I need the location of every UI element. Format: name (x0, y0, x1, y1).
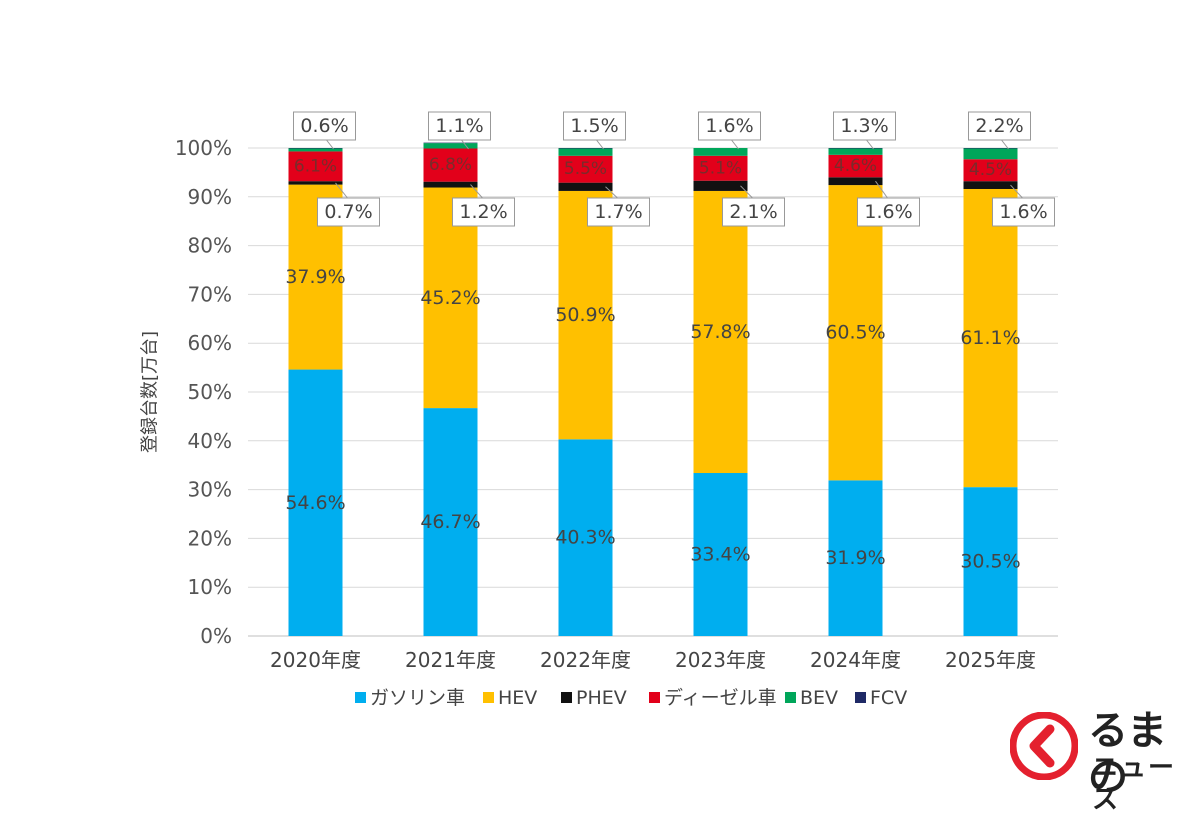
data-label: 1.3% (840, 115, 888, 137)
kuruma-news-logo: るまの ニュース (1010, 706, 1190, 796)
legend-swatch (649, 692, 660, 703)
bar-segment (559, 148, 613, 155)
data-label: 1.7% (594, 201, 642, 223)
data-label: 50.9% (555, 304, 615, 326)
data-label: 0.6% (300, 115, 348, 137)
bar-segment (964, 148, 1018, 159)
y-tick-label: 90% (188, 185, 232, 209)
legend-swatch (785, 692, 796, 703)
data-label: 57.8% (690, 321, 750, 343)
y-tick-label: 100% (175, 136, 232, 160)
data-label: 1.1% (435, 115, 483, 137)
logo-text-line2: ニュース (1092, 752, 1190, 816)
legend-swatch (561, 692, 572, 703)
logo-k-icon (1010, 712, 1078, 780)
bar-segment (289, 181, 343, 184)
y-tick-label: 30% (188, 478, 232, 502)
y-tick-label: 20% (188, 526, 232, 550)
data-label: 4.5% (969, 160, 1012, 180)
data-label: 5.5% (564, 159, 607, 179)
bar-segment (289, 148, 343, 151)
data-label: 61.1% (960, 327, 1020, 349)
x-tick-label: 2024年度 (810, 648, 901, 672)
legend-label: ディーゼル車 (664, 687, 777, 709)
y-tick-label: 10% (188, 575, 232, 599)
legend-label: ガソリン車 (370, 687, 465, 709)
bar-segment (559, 183, 613, 191)
legend-swatch (355, 692, 366, 703)
data-label: 0.7% (324, 201, 372, 223)
bar-segment (694, 148, 748, 156)
bar-segment (694, 181, 748, 191)
y-tick-label: 50% (188, 380, 232, 404)
x-tick-label: 2025年度 (945, 648, 1036, 672)
legend-swatch (855, 692, 866, 703)
bar-segment (829, 177, 883, 185)
bar-segment (424, 143, 478, 148)
data-label: 1.6% (999, 201, 1047, 223)
x-tick-label: 2023年度 (675, 648, 766, 672)
x-tick-label: 2021年度 (405, 648, 496, 672)
data-label: 40.3% (555, 527, 615, 549)
data-label: 5.1% (699, 158, 742, 178)
data-label: 60.5% (825, 322, 885, 344)
data-label: 37.9% (285, 266, 345, 288)
data-label: 1.6% (705, 115, 753, 137)
legend-label: PHEV (576, 687, 627, 709)
data-label: 6.1% (294, 156, 337, 176)
bar-segment (964, 181, 1018, 189)
data-label: 45.2% (420, 287, 480, 309)
legend-label: FCV (870, 687, 907, 709)
x-tick-label: 2022年度 (540, 648, 631, 672)
data-label: 33.4% (690, 544, 750, 566)
data-label: 1.6% (864, 201, 912, 223)
y-tick-label: 60% (188, 331, 232, 355)
data-label: 54.6% (285, 492, 345, 514)
data-label: 30.5% (960, 551, 1020, 573)
data-label: 46.7% (420, 511, 480, 533)
legend-swatch (483, 692, 494, 703)
legend-label: BEV (800, 687, 838, 709)
data-label: 4.6% (834, 156, 877, 176)
bar-segment (424, 182, 478, 188)
y-tick-label: 80% (188, 234, 232, 258)
data-label: 1.5% (570, 115, 618, 137)
y-tick-label: 40% (188, 429, 232, 453)
legend-label: HEV (498, 687, 537, 709)
x-tick-label: 2020年度 (270, 648, 361, 672)
data-label: 31.9% (825, 547, 885, 569)
bar-segment (829, 148, 883, 154)
data-label: 2.2% (975, 115, 1023, 137)
y-axis-title: 登録台数[万台] (140, 331, 161, 453)
data-label: 6.8% (429, 155, 472, 175)
y-tick-label: 0% (200, 624, 232, 648)
data-label: 1.2% (459, 201, 507, 223)
y-tick-label: 70% (188, 282, 232, 306)
data-label: 2.1% (729, 201, 777, 223)
